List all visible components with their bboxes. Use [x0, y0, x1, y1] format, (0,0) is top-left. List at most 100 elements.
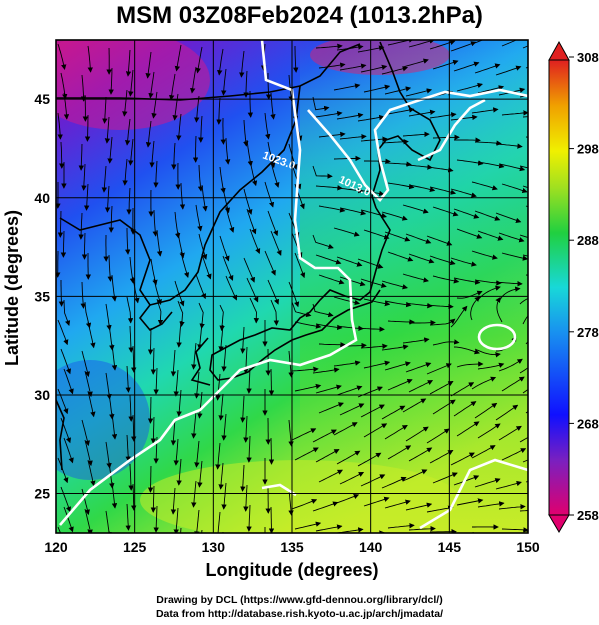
streamline	[450, 305, 468, 328]
y-tick-label-35: 35	[34, 288, 50, 304]
streamline	[80, 74, 87, 102]
streamline	[315, 254, 342, 265]
streamline	[104, 185, 111, 213]
streamline	[474, 478, 501, 488]
x-axis-ticks: 120 125 130 135 140 145 150	[44, 539, 540, 555]
streamline	[63, 368, 74, 395]
streamline	[190, 66, 197, 94]
streamline	[360, 136, 388, 142]
streamline	[84, 370, 93, 398]
streamline	[519, 367, 528, 374]
streamline	[270, 230, 282, 256]
streamline	[477, 85, 505, 94]
streamline	[525, 205, 528, 208]
y-tick-label-30: 30	[34, 387, 50, 403]
streamline	[474, 279, 502, 286]
streamline	[150, 347, 157, 375]
streamline	[381, 476, 407, 489]
streamline	[471, 250, 498, 260]
streamline	[384, 161, 412, 167]
streamline	[363, 84, 391, 93]
streamline	[84, 508, 93, 533]
streamline	[149, 140, 155, 168]
streamline	[60, 72, 68, 100]
streamline	[471, 40, 484, 45]
streamline	[111, 481, 118, 509]
streamline	[125, 365, 131, 393]
streamline	[270, 299, 280, 326]
streamline	[387, 522, 415, 529]
streamline	[363, 229, 390, 240]
streamline	[522, 315, 528, 325]
streamline	[318, 469, 343, 483]
streamline	[122, 89, 128, 117]
streamline	[426, 303, 454, 310]
streamline	[408, 253, 435, 264]
streamline	[360, 474, 386, 487]
streamline	[387, 251, 414, 262]
x-tick-label-140: 140	[359, 539, 383, 555]
streamline	[333, 83, 361, 91]
streamline	[249, 297, 260, 324]
streamline	[152, 209, 158, 237]
streamline	[315, 110, 343, 118]
streamline	[243, 188, 253, 215]
streamline	[409, 319, 436, 326]
streamline	[426, 428, 450, 444]
streamline	[268, 437, 275, 465]
colorbar-bottom-triangle	[548, 514, 570, 533]
streamline	[198, 115, 204, 143]
streamline	[247, 91, 254, 118]
streamline	[363, 496, 390, 507]
streamline	[333, 296, 361, 306]
streamline	[57, 319, 69, 346]
pressure-contours	[59, 40, 528, 530]
x-tick-label-135: 135	[280, 539, 304, 555]
streamline	[265, 73, 272, 100]
streamline	[197, 164, 204, 192]
streamline	[58, 280, 65, 307]
streamline	[456, 159, 484, 166]
streamline	[474, 140, 502, 146]
streamline	[170, 349, 177, 377]
streamline	[176, 113, 182, 141]
streamline	[363, 423, 388, 438]
colorbar-label-288: 288	[577, 233, 599, 248]
streamline	[381, 344, 409, 351]
streamline	[312, 234, 334, 249]
streamline	[450, 452, 475, 466]
streamline	[194, 371, 200, 399]
streamline	[128, 138, 134, 166]
streamline	[176, 458, 182, 486]
streamline	[426, 505, 454, 513]
streamline	[315, 524, 343, 532]
streamline	[222, 255, 234, 281]
streamline	[312, 165, 333, 179]
streamline	[249, 159, 258, 187]
streamline	[525, 136, 528, 138]
streamline	[264, 181, 275, 208]
streamline	[126, 187, 132, 215]
streamline	[195, 46, 203, 74]
streamline	[194, 95, 200, 123]
streamline	[128, 69, 134, 97]
streamline	[150, 416, 157, 444]
streamline	[477, 230, 504, 241]
streamline	[124, 118, 131, 146]
streamline	[191, 411, 197, 439]
streamline	[197, 460, 203, 488]
streamline	[288, 281, 300, 308]
streamline	[294, 252, 306, 279]
streamline	[429, 318, 456, 326]
streamline	[360, 404, 385, 418]
streamline	[153, 367, 159, 395]
streamline	[498, 163, 526, 172]
streamline	[384, 300, 412, 308]
streamline	[293, 46, 299, 73]
streamline	[153, 278, 162, 305]
streamline	[246, 504, 252, 532]
streamline	[453, 277, 481, 285]
streamline	[456, 361, 484, 368]
streamline	[102, 96, 108, 124]
x-tick-label-120: 120	[44, 539, 68, 555]
